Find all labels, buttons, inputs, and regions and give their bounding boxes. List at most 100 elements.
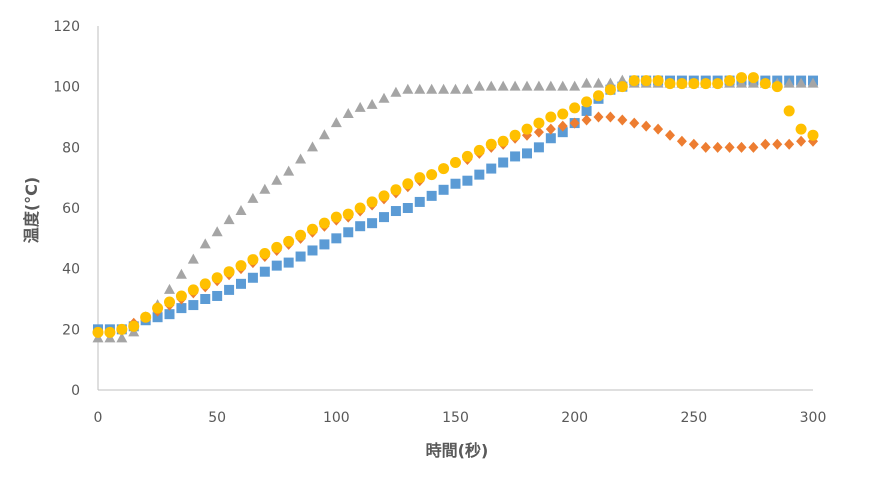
series-4	[92, 72, 819, 338]
series-4-point	[175, 290, 187, 302]
series-3-point	[545, 80, 557, 91]
series-3-point	[342, 107, 354, 118]
series-4-point	[318, 217, 330, 229]
series-3-point	[235, 205, 247, 216]
series-1-point	[236, 278, 246, 289]
series-3-point	[450, 83, 461, 94]
series-4-point	[521, 123, 533, 135]
series-2-point	[724, 141, 735, 153]
series-3-point	[318, 129, 330, 140]
series-4-point	[616, 81, 628, 93]
series-3-point	[390, 86, 402, 97]
series-4-point	[378, 190, 390, 202]
series-4-point	[581, 96, 593, 108]
series-4-point	[414, 172, 426, 184]
series-1-point	[450, 178, 461, 189]
series-1-point	[414, 196, 425, 207]
series-3-point	[438, 83, 450, 94]
series-3-point	[271, 174, 283, 185]
series-3-point	[164, 283, 175, 294]
y-tick-label: 100	[53, 80, 80, 96]
series-2-point	[581, 114, 592, 126]
y-tick-label: 120	[53, 19, 80, 35]
series-2-point	[641, 120, 652, 132]
series-4-point	[736, 72, 747, 84]
series-1-point	[557, 127, 568, 138]
y-axis-title: 温度(°C)	[22, 177, 41, 244]
series-2-point	[605, 111, 616, 123]
series-1-point	[295, 251, 306, 262]
series-4-point	[104, 326, 116, 338]
x-tick-label: 100	[323, 410, 350, 426]
series-1-point	[367, 218, 378, 229]
x-tick-label: 300	[800, 410, 827, 426]
series-4-point	[128, 320, 140, 332]
series-1-point	[581, 105, 592, 116]
series-1-point	[188, 300, 199, 311]
series-3-point	[223, 214, 235, 225]
series-1-point	[331, 233, 342, 244]
series-4-point	[116, 323, 128, 335]
series-4-point	[771, 81, 783, 93]
series-4-point	[807, 129, 819, 141]
series-4-point	[235, 260, 247, 272]
series-2-point	[748, 141, 759, 153]
series-1-point	[152, 312, 163, 323]
x-tick-label: 50	[208, 410, 226, 426]
x-tick-label: 0	[94, 410, 103, 426]
series-4-point	[485, 138, 497, 150]
series-4-point	[712, 78, 724, 90]
series-3-point	[426, 83, 438, 94]
series-4-point	[628, 75, 640, 87]
series-2-point	[569, 117, 580, 129]
series-4-point	[366, 196, 378, 208]
series-4-point	[283, 235, 295, 247]
series-1-point	[271, 260, 282, 271]
series-3-point	[116, 332, 128, 343]
series-1-point	[164, 309, 175, 320]
series-1-point	[474, 169, 485, 180]
series-4-point	[140, 311, 152, 323]
series-2-point	[629, 117, 640, 129]
series-1-point	[379, 212, 389, 223]
series-1-point	[390, 206, 401, 217]
series-3-point	[283, 165, 295, 176]
series-1-point	[355, 221, 366, 232]
series-4-point	[426, 169, 438, 181]
series-1-point	[462, 175, 473, 186]
series-1-point	[283, 257, 294, 268]
series-3	[92, 74, 819, 343]
series-4-point	[557, 108, 569, 120]
series-4-point	[211, 272, 223, 284]
series-3-point	[378, 92, 390, 103]
series-2-point	[760, 138, 771, 150]
series-4-point	[652, 75, 664, 87]
series-1-point	[486, 163, 497, 174]
series-3-point	[259, 183, 271, 194]
series-3-point	[187, 253, 199, 264]
series-4-point	[330, 211, 342, 223]
series-3-point	[593, 77, 604, 88]
series-4-point	[187, 284, 199, 296]
series-1-point	[533, 142, 544, 153]
series-2-point	[665, 129, 675, 141]
series-3-point	[402, 83, 414, 94]
series-4-point	[747, 72, 759, 84]
y-tick-label: 0	[71, 383, 80, 399]
series-4-point	[247, 254, 259, 266]
series-2-point	[700, 141, 711, 153]
series-3-point	[533, 80, 545, 91]
series-4-point	[199, 278, 211, 290]
x-tick-label: 250	[680, 410, 707, 426]
series-3-point	[569, 80, 581, 91]
series-4-point	[259, 248, 271, 259]
series-3-point	[509, 80, 521, 91]
series-4-point	[724, 75, 736, 87]
series-4-point	[461, 150, 473, 162]
series-3-point	[295, 153, 307, 164]
series-1-point	[438, 184, 449, 195]
series-3-point	[175, 268, 187, 279]
series-3-point	[581, 77, 593, 88]
series-4-point	[640, 75, 652, 87]
